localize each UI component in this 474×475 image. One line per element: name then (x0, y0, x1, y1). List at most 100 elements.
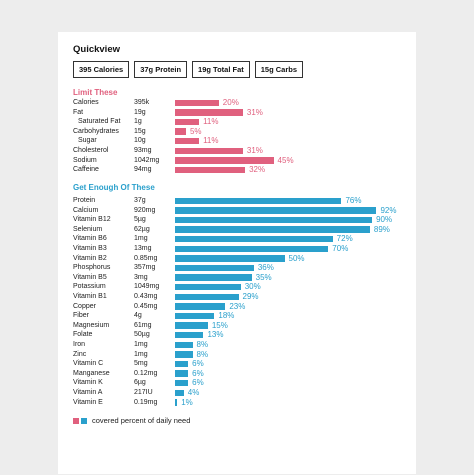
quickview-chip-calories: 395 Calories (73, 61, 130, 78)
nutrient-amount: 62µg (134, 225, 150, 233)
enough-row: Copper 0.45mg 23% (58, 302, 416, 312)
percent-label: 32% (249, 165, 266, 175)
enough-row: Vitamin E 0.19mg 1% (58, 398, 416, 408)
nutrient-name: Caffeine (73, 166, 99, 174)
enough-row: Protein 37g 76% (58, 196, 416, 206)
nutrient-name: Calcium (73, 206, 99, 214)
enough-section-title: Get Enough Of These (73, 183, 155, 192)
enough-row: Selenium 62µg 89% (58, 225, 416, 235)
enough-row: Vitamin B5 3mg 35% (58, 273, 416, 283)
nutrient-name: Phosphorus (73, 264, 111, 272)
nutrient-name: Protein (73, 197, 96, 204)
nutrient-amount: 15g (134, 127, 146, 135)
limit-row: Calories 395k 20% (58, 98, 416, 108)
percent-label: 72% (336, 234, 353, 244)
nutrient-amount: 1mg (134, 341, 148, 348)
enough-row: Vitamin B2 0.85mg 50% (58, 254, 416, 264)
nutrient-amount: 0.45mg (134, 302, 158, 310)
percent-label: 70% (332, 244, 349, 253)
percent-bar (175, 274, 252, 281)
nutrient-amount: 0.43mg (134, 293, 158, 300)
quickview-chip-protein: 37g Protein (134, 61, 188, 78)
nutrient-name: Carbohydrates (73, 127, 119, 135)
enough-row: Phosphorus 357mg 36% (58, 263, 416, 273)
percent-label: 8% (196, 340, 209, 349)
percent-label: 45% (277, 155, 294, 165)
legend-limit-swatch (73, 417, 79, 424)
nutrient-name: Fiber (73, 312, 89, 320)
percent-bar (175, 341, 193, 349)
nutrient-amount: 920mg (134, 206, 156, 214)
nutrient-amount: 5µg (134, 216, 146, 224)
percent-bar (175, 109, 243, 116)
nutrient-amount: 4g (134, 312, 142, 320)
percent-label: 6% (192, 368, 204, 378)
percent-bar (175, 147, 243, 155)
percent-label: 4% (187, 388, 200, 397)
nutrient-name: Vitamin E (73, 398, 103, 406)
enough-row: Vitamin B3 13mg 70% (58, 244, 416, 254)
percent-bar (175, 351, 193, 358)
nutrient-amount: 217IU (134, 389, 153, 396)
percent-label: 11% (203, 117, 219, 127)
percent-bar (175, 264, 254, 272)
limit-row: Sugar 10g 11% (58, 136, 416, 146)
enough-row: Vitamin B6 1mg 72% (58, 234, 416, 244)
nutrient-name: Vitamin C (73, 360, 104, 368)
nutrient-amount: 5mg (134, 360, 148, 368)
percent-bar (175, 118, 200, 126)
nutrient-name: Vitamin K (73, 379, 103, 387)
percent-label: 13% (207, 330, 224, 340)
percent-bar (175, 331, 204, 339)
nutrient-amount: 3mg (134, 273, 148, 281)
percent-bar (175, 207, 377, 214)
quickview-chip-carbs: 15g Carbs (254, 61, 304, 78)
percent-label: 5% (189, 126, 202, 136)
enough-row: Calcium 920mg 92% (58, 206, 416, 216)
percent-bar (175, 399, 178, 406)
percent-label: 31% (246, 146, 263, 155)
percent-bar (175, 197, 342, 205)
nutrient-amount: 1mg (134, 350, 148, 358)
percent-bar (175, 128, 186, 135)
legend-enough-swatch (81, 417, 87, 424)
percent-bar (175, 157, 274, 164)
enough-row: Potassium 1049mg 30% (58, 282, 416, 292)
percent-bar (175, 379, 189, 387)
percent-bar (175, 303, 226, 310)
nutrient-amount: 93mg (134, 147, 152, 154)
legend-text: covered percent of daily need (92, 416, 191, 425)
nutrient-name: Vitamin B12 (73, 216, 111, 224)
legend: covered percent of daily need (73, 416, 190, 425)
percent-label: 36% (257, 263, 274, 273)
limit-row: Sodium 1042mg 45% (58, 156, 416, 166)
nutrient-amount: 1042mg (134, 156, 160, 164)
percent-label: 18% (218, 311, 235, 321)
percent-bar (175, 226, 370, 233)
percent-bar (175, 99, 219, 107)
percent-bar (175, 137, 200, 145)
percent-bar (175, 322, 208, 329)
nutrient-name: Saturated Fat (78, 118, 121, 126)
percent-bar (175, 283, 241, 291)
nutrient-name: Magnesium (73, 321, 110, 329)
quickview-chips: 395 Calories 37g Protein 19g Total Fat 1… (73, 61, 304, 78)
nutrient-amount: 0.85mg (134, 254, 158, 262)
nutrient-amount: 6µg (134, 379, 146, 387)
nutrient-name: Manganese (73, 369, 110, 377)
limit-row: Caffeine 94mg 32% (58, 165, 416, 175)
nutrient-amount: 61mg (134, 321, 152, 329)
nutrient-amount: 19g (134, 108, 146, 116)
nutrient-amount: 10g (134, 137, 146, 145)
enough-row: Vitamin B1 0.43mg 29% (58, 292, 416, 302)
percent-bar (175, 216, 373, 224)
percent-label: 1% (181, 397, 193, 407)
percent-label: 89% (373, 224, 390, 234)
percent-label: 35% (255, 272, 272, 282)
percent-label: 30% (244, 282, 261, 292)
nutrient-name: Vitamin B3 (73, 245, 107, 252)
nutrient-name: Fat (73, 108, 84, 116)
enough-row: Iron 1mg 8% (58, 340, 416, 350)
enough-row: Magnesium 61mg 15% (58, 321, 416, 331)
nutrient-amount: 0.12mg (134, 369, 158, 377)
